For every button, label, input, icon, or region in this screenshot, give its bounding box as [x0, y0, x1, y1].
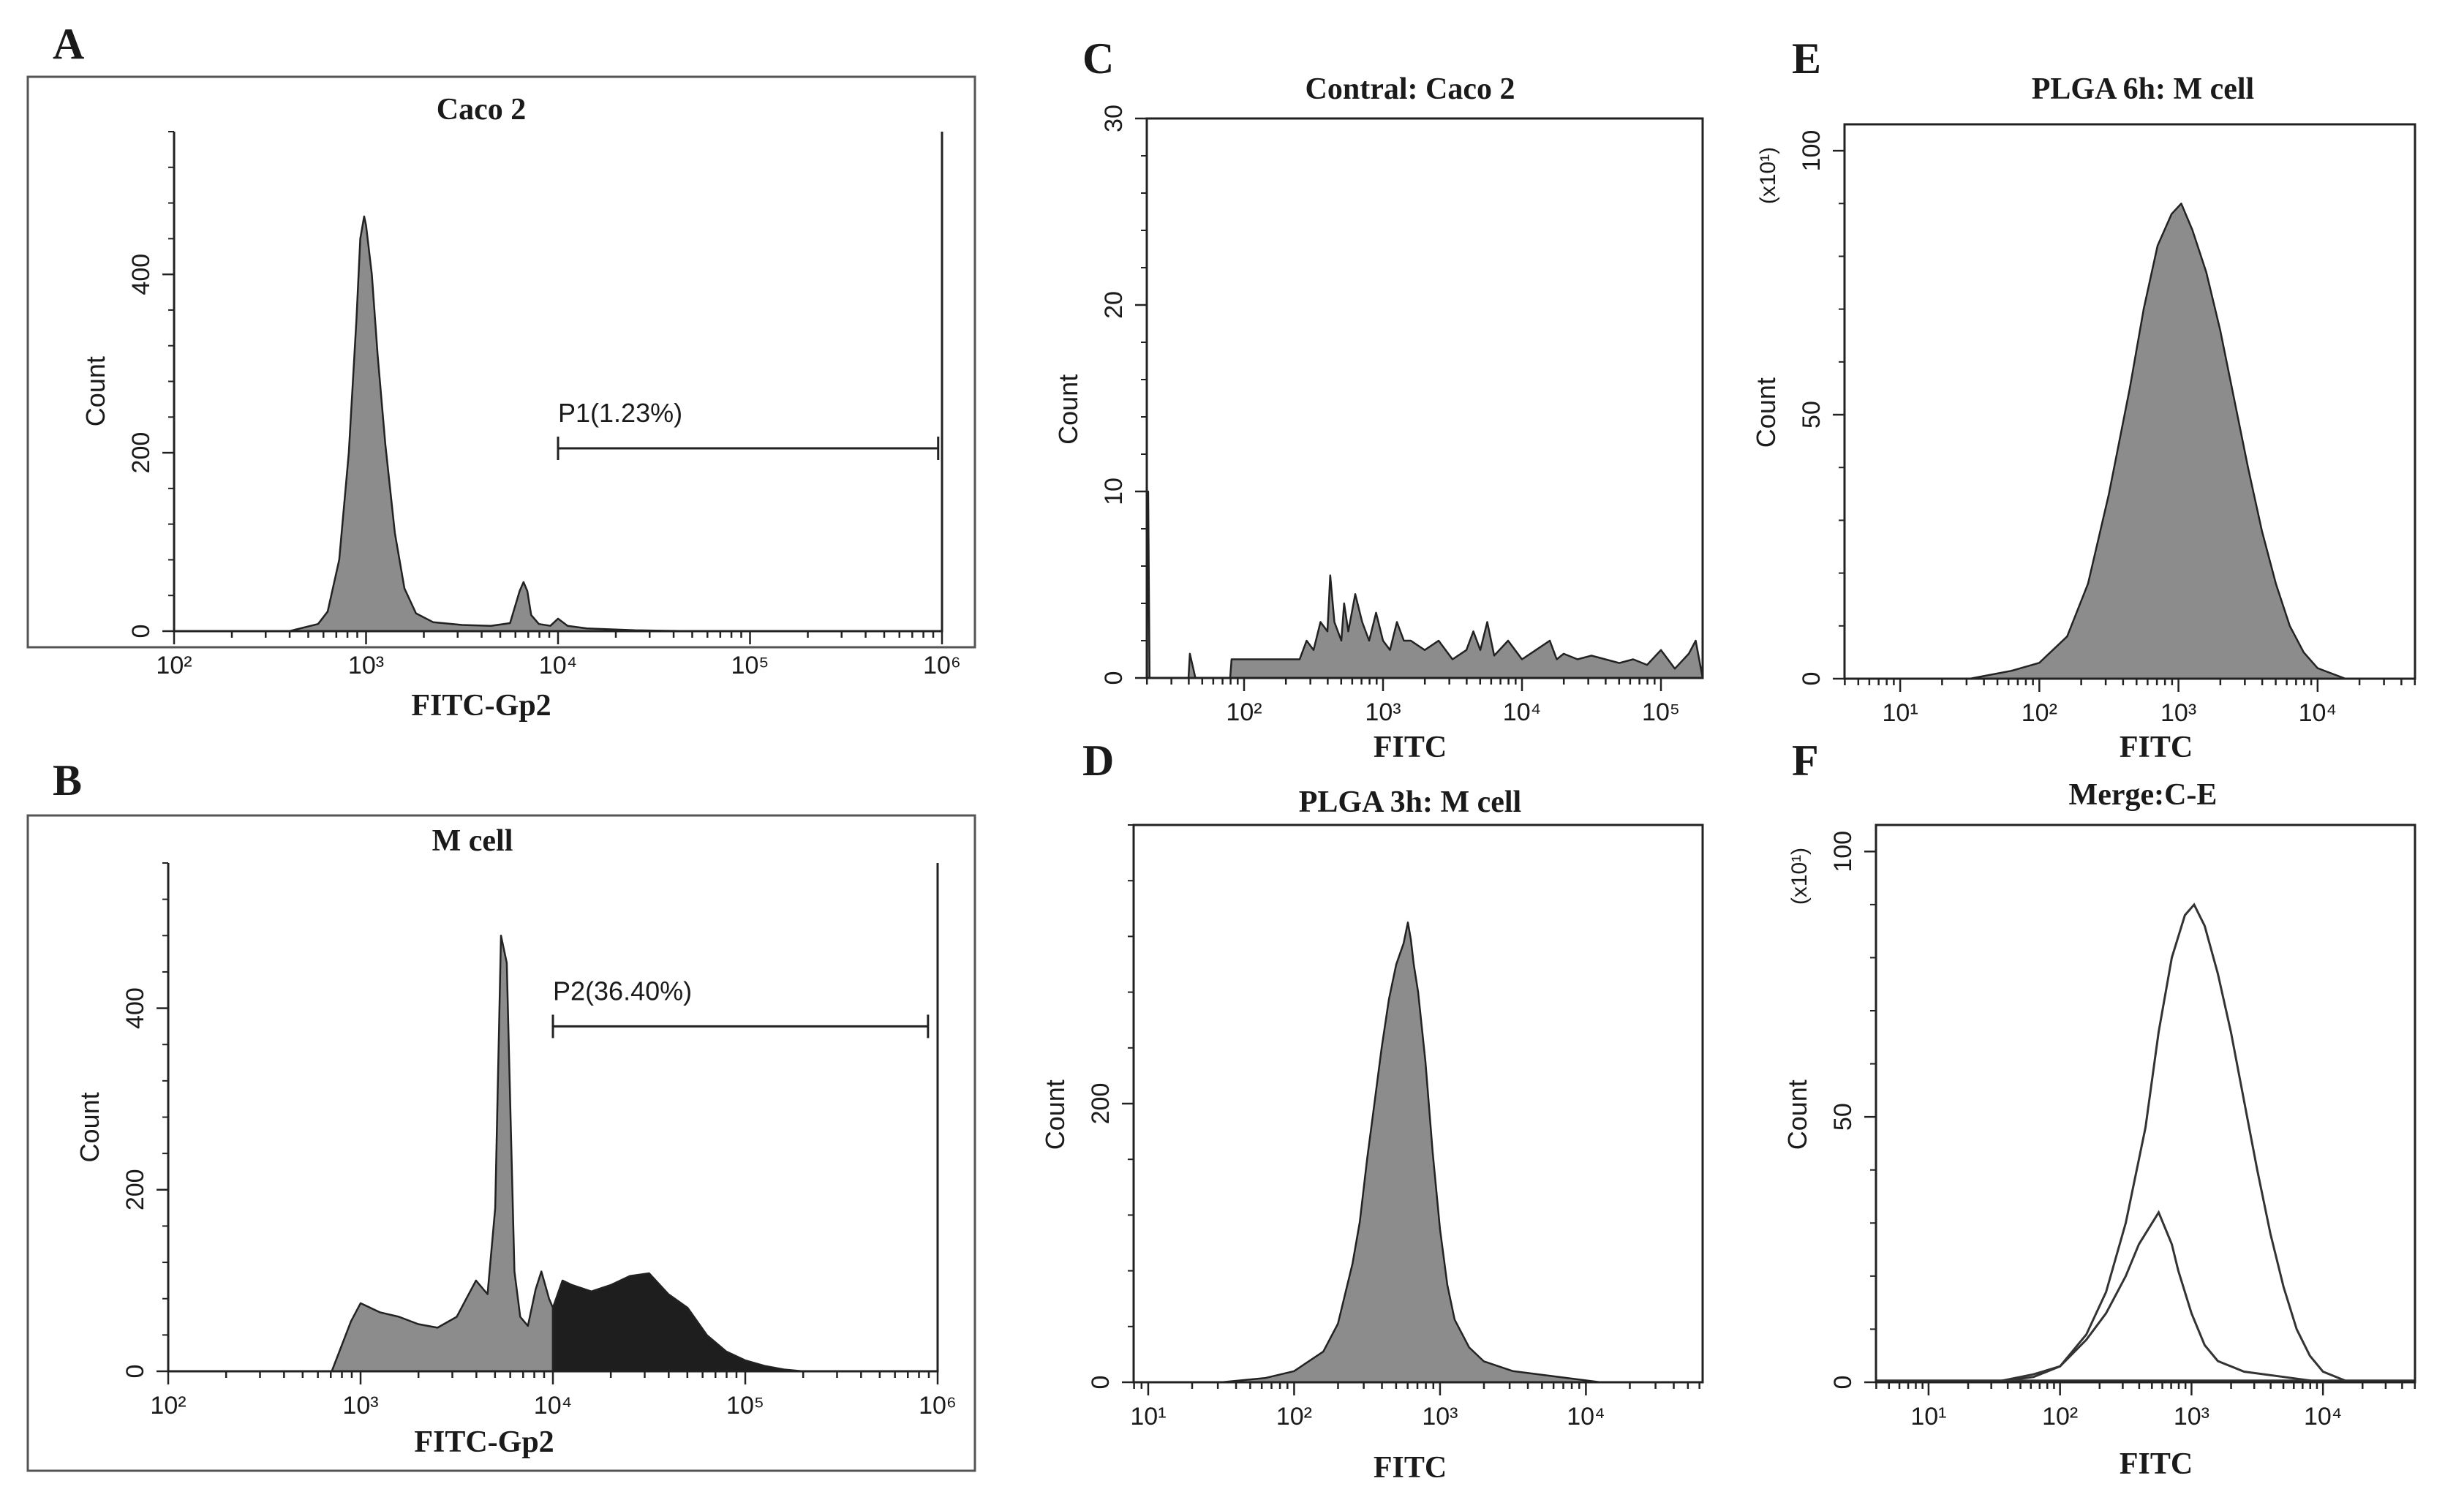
x-tick-label: 10⁴: [2304, 1403, 2342, 1431]
y-axis-label: Count: [1751, 377, 1781, 448]
y-tick-label: 0: [1087, 1376, 1115, 1390]
histogram-series-1: [1145, 490, 1704, 679]
histogram-series-1: [331, 935, 554, 1373]
panel-d: D PLGA 3h: M cell 10¹ 10² 10³ 10⁴ 0 200 Count FIT…: [1040, 736, 1704, 1485]
chart-title: Caco 2: [437, 93, 526, 127]
panel-letter: E: [1792, 34, 1821, 83]
x-tick-label: 10²: [1226, 698, 1262, 726]
y-tick-label: 100: [1829, 831, 1857, 873]
x-tick-label: 10²: [1276, 1403, 1312, 1431]
panel-b: B M cell 10² 10³ 10⁴ 10⁵ 10⁶ 0 200 400 Count FITC-G…: [26, 756, 976, 1472]
gate-label: P1(1.23%): [558, 398, 682, 428]
panel-f: F Merge:C-E 10¹ 10² 10³ 10⁴ 0 50 100 Count FITC (x1…: [1782, 736, 2416, 1481]
panel-e: E PLGA 6h: M cell 10¹ 10² 10³ 10⁴ 0 50 100 Count F…: [1751, 34, 2416, 764]
y-axis-label: Count: [1782, 1079, 1812, 1150]
y-tick-label: 400: [121, 987, 149, 1029]
y-tick-label: 400: [127, 254, 155, 295]
chart-title: Contral: Caco 2: [1306, 72, 1515, 106]
panel-letter: F: [1792, 736, 1819, 785]
x-tick-label: 10⁵: [731, 652, 769, 679]
x-tick-label: 10⁴: [539, 652, 577, 679]
x-tick-label: 10³: [342, 1392, 378, 1420]
y-tick-label: 100: [1798, 130, 1826, 172]
x-axis-label: FITC: [1374, 731, 1447, 764]
x-tick-label: 10⁶: [919, 1392, 957, 1420]
x-tick-label: 10³: [2160, 699, 2196, 727]
x-tick-label: 10⁴: [2299, 699, 2337, 727]
x-axis-label: FITC: [1374, 1451, 1447, 1485]
y-tick-label: 0: [1100, 671, 1128, 685]
panel-a: A Caco 2 10² 10³ 10⁴ 10⁵ 10⁶ 0 200 400 Count FITC-G…: [26, 20, 976, 723]
x-tick-label: 10⁵: [1642, 698, 1680, 726]
histogram-series-2: [551, 1272, 805, 1373]
plot-axes: [167, 863, 939, 1373]
histogram-series-1: [288, 215, 694, 633]
x-tick-label: 10²: [2022, 699, 2057, 727]
x-tick-label: 10⁴: [1503, 698, 1541, 726]
panel-frame: [26, 75, 976, 649]
y-tick-label: 200: [121, 1169, 149, 1210]
panel-letter: D: [1082, 736, 1114, 785]
x-tick-label: 10¹: [1910, 1403, 1946, 1431]
y-tick-label: 200: [1087, 1083, 1115, 1125]
y-multiplier-label: (x10¹): [1756, 147, 1780, 204]
y-tick-label: 50: [1798, 401, 1826, 429]
x-axis-label: FITC-Gp2: [414, 1425, 554, 1459]
x-tick-label: 10⁴: [1567, 1403, 1605, 1431]
plot-frame: [1875, 824, 2416, 1384]
x-tick-label: 10²: [150, 1392, 186, 1420]
y-tick-label: 200: [127, 432, 155, 474]
plot-axes: [173, 132, 943, 633]
y-axis-label: Count: [1053, 374, 1083, 445]
histogram-line-3: [1994, 902, 2350, 1384]
histogram-line-2: [1994, 1210, 2324, 1384]
chart-title: M cell: [432, 824, 513, 858]
panel-c: C Contral: Caco 2 10² 10³ 10⁴ 10⁵ 0 10 20 30 Count…: [1053, 34, 1704, 764]
x-tick-label: 10⁴: [534, 1392, 572, 1420]
x-tick-label: 10³: [1365, 698, 1401, 726]
y-tick-label: 0: [1829, 1376, 1857, 1390]
x-tick-label: 10⁶: [923, 652, 961, 679]
x-axis-label: FITC-Gp2: [411, 689, 551, 723]
chart-title: PLGA 3h: M cell: [1299, 785, 1521, 819]
y-tick-label: 0: [127, 625, 155, 638]
y-axis-label: Count: [75, 1092, 105, 1162]
panel-letter: B: [53, 756, 82, 804]
x-tick-label: 10⁵: [726, 1392, 764, 1420]
gate-label: P2(36.40%): [553, 976, 692, 1006]
y-axis-label: Count: [80, 356, 110, 426]
y-tick-label: 0: [1798, 672, 1826, 686]
panel-letter: C: [1082, 34, 1114, 83]
x-tick-label: 10³: [1422, 1403, 1458, 1431]
x-tick-label: 10²: [2042, 1403, 2078, 1431]
histogram-series-1: [1220, 922, 1602, 1384]
x-tick-label: 10³: [2174, 1403, 2209, 1431]
panel-letter: A: [53, 20, 84, 68]
y-axis-label: Count: [1040, 1079, 1070, 1150]
y-tick-label: 10: [1100, 478, 1128, 505]
x-tick-label: 10¹: [1130, 1403, 1166, 1431]
y-tick-label: 0: [121, 1365, 149, 1379]
chart-title: PLGA 6h: M cell: [2032, 72, 2254, 106]
y-tick-label: 20: [1100, 291, 1128, 319]
y-tick-label: 50: [1829, 1103, 1857, 1131]
x-tick-label: 10³: [348, 652, 384, 679]
x-axis-label: FITC: [2120, 1447, 2193, 1481]
plot-frame: [1843, 123, 2416, 680]
x-tick-label: 10¹: [1883, 699, 1918, 727]
x-tick-label: 10²: [156, 652, 192, 679]
y-multiplier-label: (x10¹): [1787, 848, 1812, 905]
plot-frame: [1145, 117, 1704, 679]
panel-frame: [26, 814, 976, 1472]
y-tick-label: 30: [1100, 105, 1128, 132]
chart-title: Merge:C-E: [2069, 778, 2218, 812]
histogram-series-1: [1968, 203, 2347, 680]
x-axis-label: FITC: [2120, 731, 2193, 764]
